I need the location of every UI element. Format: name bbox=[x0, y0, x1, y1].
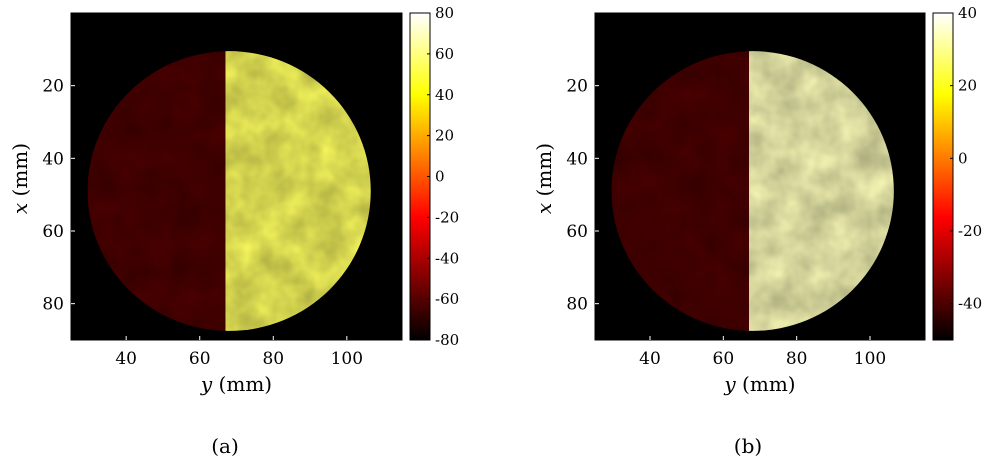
colorbar-tick-label: -20 bbox=[958, 222, 982, 240]
y-axis-label: x (mm) bbox=[8, 143, 32, 214]
panel-caption: (b) bbox=[734, 434, 762, 458]
colorbar-tick-label: 40 bbox=[958, 4, 977, 22]
x-tick-label: 100 bbox=[854, 349, 886, 369]
heatmap-disk bbox=[87, 51, 371, 331]
x-tick-label: 60 bbox=[713, 349, 735, 369]
colorbar-tick-label: 60 bbox=[435, 45, 454, 63]
y-tick-label: 60 bbox=[42, 222, 64, 242]
colorbar-tick-label: -60 bbox=[435, 290, 459, 308]
x-tick-label: 100 bbox=[331, 349, 363, 369]
colorbar-tick-label: 0 bbox=[435, 168, 445, 186]
x-tick-label: 80 bbox=[786, 349, 808, 369]
colorbar bbox=[932, 12, 954, 341]
colorbar-tick-label: 80 bbox=[435, 4, 454, 22]
y-tick-label: 60 bbox=[566, 222, 588, 242]
colorbar-tick-label: 40 bbox=[435, 86, 454, 104]
colorbar-tick-label: 20 bbox=[958, 77, 977, 95]
axes-frame bbox=[70, 12, 403, 341]
panel-a: 40 60 80 100 20 40 60 80 y (mm) x (mm) 80 60 40 20 0 -2… bbox=[8, 4, 459, 458]
axes-frame bbox=[594, 12, 926, 341]
y-tick-label: 40 bbox=[566, 149, 588, 169]
y-tick-label: 20 bbox=[42, 77, 64, 97]
y-tick-label: 40 bbox=[42, 149, 64, 169]
colorbar-tick-label: 20 bbox=[435, 127, 454, 145]
x-axis-label: y (mm) bbox=[723, 372, 795, 396]
colorbar-tick-label: -20 bbox=[435, 208, 459, 226]
x-tick-label: 40 bbox=[115, 349, 137, 369]
colorbar-tick-label: -40 bbox=[958, 295, 982, 313]
panel-b: 40 60 80 100 20 40 60 80 y (mm) x (mm) 40 20 0 -20 -40… bbox=[532, 4, 982, 458]
panel-caption: (a) bbox=[211, 434, 239, 458]
colorbar-tick-label: 0 bbox=[958, 149, 968, 167]
x-tick-label: 60 bbox=[189, 349, 211, 369]
colorbar-tick-label: -80 bbox=[435, 331, 459, 349]
x-tick-label: 40 bbox=[639, 349, 661, 369]
colorbar-tick-label: -40 bbox=[435, 249, 459, 267]
disk-texture bbox=[611, 51, 894, 331]
x-axis-label: y (mm) bbox=[200, 372, 272, 396]
y-tick-label: 20 bbox=[566, 77, 588, 97]
y-tick-label: 80 bbox=[566, 295, 588, 315]
y-axis-label: x (mm) bbox=[532, 143, 556, 214]
x-tick-label: 80 bbox=[262, 349, 284, 369]
disk-texture bbox=[87, 51, 371, 331]
y-tick-label: 80 bbox=[42, 295, 64, 315]
